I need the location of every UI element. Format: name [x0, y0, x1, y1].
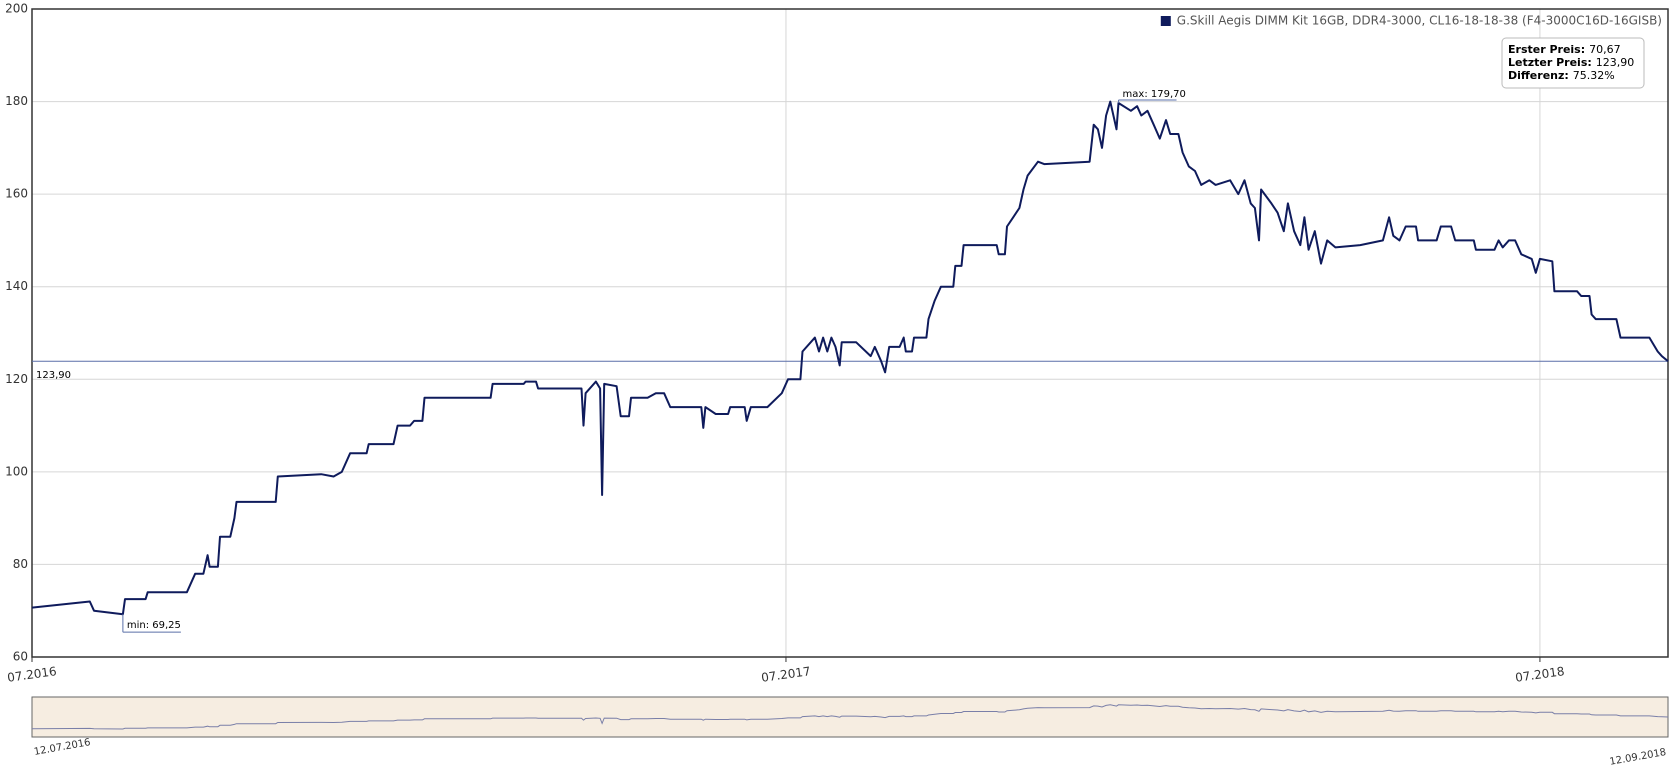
- annotation-label: min: 69,25: [127, 620, 181, 631]
- info-value: 75.32%: [1573, 69, 1615, 82]
- y-tick-label: 60: [13, 650, 28, 664]
- annotation-label: max: 179,70: [1123, 89, 1186, 100]
- x-tick-label: 07.2016: [6, 664, 57, 685]
- legend-swatch: [1160, 16, 1171, 26]
- last-price-label: 123,90: [36, 370, 71, 381]
- x-tick-label: 07.2018: [1514, 664, 1565, 685]
- info-value: 70,67: [1589, 43, 1621, 56]
- info-row: Differenz: 75.32%: [1508, 69, 1615, 82]
- legend-label: G.Skill Aegis DIMM Kit 16GB, DDR4-3000, …: [1177, 14, 1662, 28]
- y-tick-label: 160: [5, 187, 28, 201]
- info-label: Erster Preis:: [1508, 43, 1585, 56]
- navigator-line: [31, 704, 1669, 730]
- price-line: [31, 100, 1669, 616]
- y-tick-label: 80: [13, 557, 28, 571]
- y-tick-label: 140: [5, 279, 28, 293]
- y-tick-label: 100: [5, 464, 28, 478]
- info-box: [1501, 37, 1645, 89]
- x-tick-label: 07.2017: [760, 664, 811, 685]
- y-tick-label: 120: [5, 372, 28, 386]
- info-label: Differenz:: [1508, 69, 1569, 82]
- y-tick-label: 200: [5, 2, 28, 16]
- info-row: Letzter Preis: 123,90: [1508, 56, 1634, 69]
- info-label: Letzter Preis:: [1508, 56, 1592, 69]
- navigator: [31, 696, 1669, 738]
- info-row: Erster Preis: 70,67: [1508, 43, 1621, 56]
- plot-frame: [31, 8, 1669, 658]
- info-value: 123,90: [1596, 56, 1635, 69]
- y-tick-label: 180: [5, 94, 28, 108]
